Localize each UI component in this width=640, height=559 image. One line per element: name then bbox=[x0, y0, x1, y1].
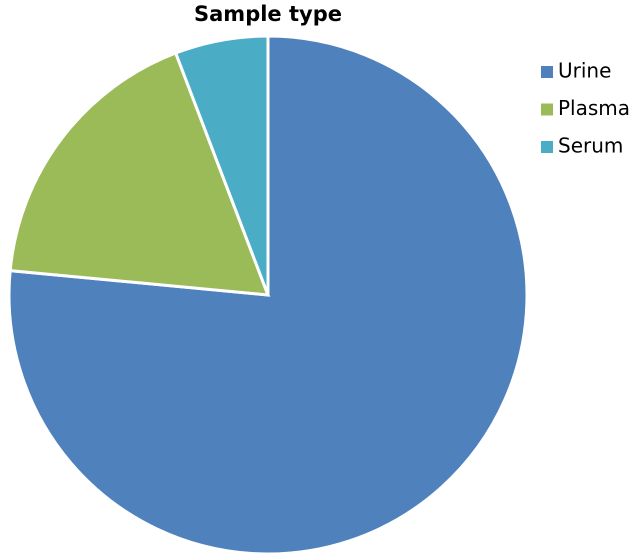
pie-slice bbox=[8, 51, 271, 297]
legend-swatch bbox=[541, 103, 553, 116]
pie-slice bbox=[7, 34, 529, 556]
chart-title: Sample type bbox=[194, 2, 342, 26]
legend-label: Serum bbox=[558, 134, 623, 158]
legend-label: Urine bbox=[558, 59, 611, 83]
pie-slice bbox=[173, 34, 270, 296]
legend-swatch bbox=[541, 141, 553, 153]
legend-swatch bbox=[541, 66, 553, 78]
legend-label: Plasma bbox=[558, 96, 630, 120]
